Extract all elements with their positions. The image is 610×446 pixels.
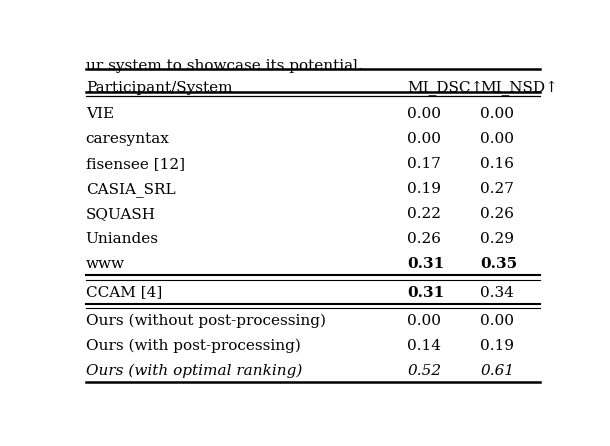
Text: 0.16: 0.16 <box>481 157 514 171</box>
Text: 0.61: 0.61 <box>481 364 515 378</box>
Text: 0.14: 0.14 <box>407 339 441 353</box>
Text: 0.26: 0.26 <box>407 232 441 246</box>
Text: 0.00: 0.00 <box>481 107 514 121</box>
Text: www: www <box>85 257 124 271</box>
Text: 0.31: 0.31 <box>407 257 445 271</box>
Text: 0.00: 0.00 <box>407 314 441 328</box>
Text: 0.29: 0.29 <box>481 232 514 246</box>
Text: 0.26: 0.26 <box>481 207 514 221</box>
Text: Uniandes: Uniandes <box>85 232 159 246</box>
Text: fisensee [12]: fisensee [12] <box>85 157 185 171</box>
Text: VIE: VIE <box>85 107 114 121</box>
Text: caresyntax: caresyntax <box>85 132 170 146</box>
Text: 0.00: 0.00 <box>481 132 514 146</box>
Text: 0.00: 0.00 <box>407 107 441 121</box>
Text: Ours (without post-processing): Ours (without post-processing) <box>85 314 326 328</box>
Text: 0.52: 0.52 <box>407 364 441 378</box>
Text: 0.31: 0.31 <box>407 285 445 300</box>
Text: 0.19: 0.19 <box>407 182 441 196</box>
Text: 0.00: 0.00 <box>407 132 441 146</box>
Text: 0.34: 0.34 <box>481 285 514 300</box>
Text: 0.17: 0.17 <box>407 157 441 171</box>
Text: SQUASH: SQUASH <box>85 207 156 221</box>
Text: CASIA_SRL: CASIA_SRL <box>85 182 175 197</box>
Text: MI_NSD↑: MI_NSD↑ <box>481 81 558 96</box>
Text: 0.19: 0.19 <box>481 339 514 353</box>
Text: CCAM [4]: CCAM [4] <box>85 285 162 300</box>
Text: 0.27: 0.27 <box>481 182 514 196</box>
Text: Ours (with post-processing): Ours (with post-processing) <box>85 339 301 353</box>
Text: MI_DSC↑: MI_DSC↑ <box>407 81 483 96</box>
Text: 0.35: 0.35 <box>481 257 517 271</box>
Text: 0.22: 0.22 <box>407 207 441 221</box>
Text: 0.00: 0.00 <box>481 314 514 328</box>
Text: Ours (with optimal ranking): Ours (with optimal ranking) <box>85 364 302 378</box>
Text: ur system to showcase its potential.: ur system to showcase its potential. <box>85 59 362 73</box>
Text: Participant/System: Participant/System <box>85 81 232 95</box>
